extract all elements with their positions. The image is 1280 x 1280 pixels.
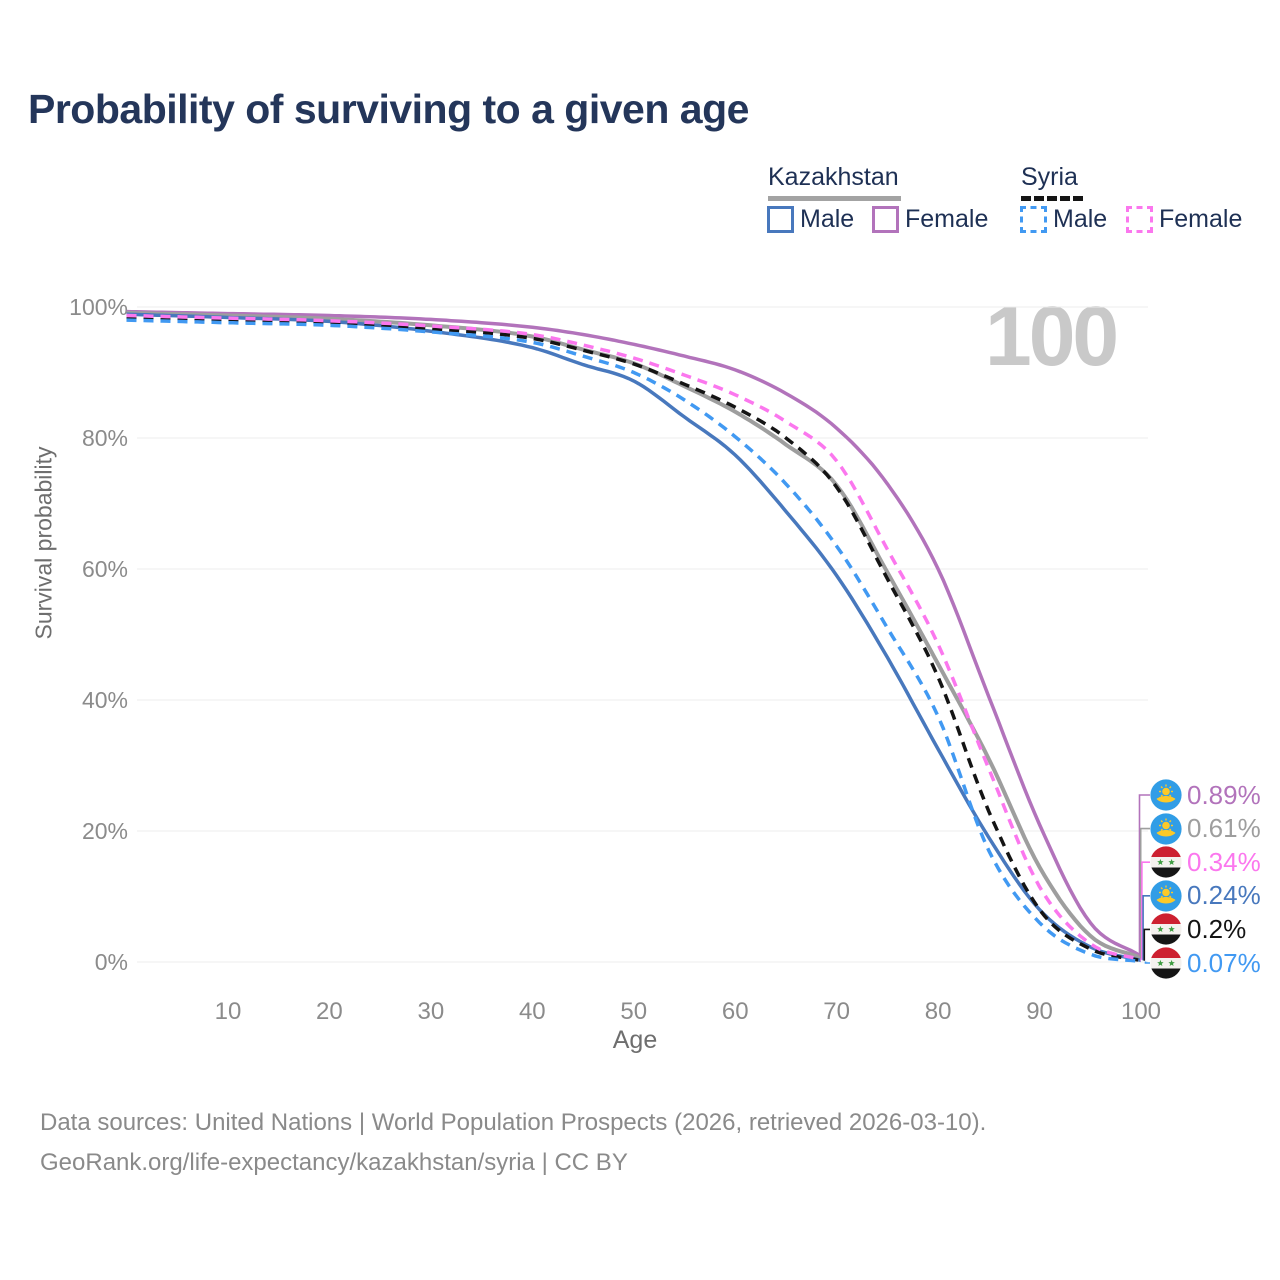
series-line-kazakhstan-male	[126, 312, 1142, 963]
legend-item-syria-male[interactable]: Male	[1020, 205, 1107, 234]
legend-country-syria: Syria	[1021, 163, 1078, 191]
x-tick-label: 70	[823, 998, 850, 1025]
connector-line	[1143, 928, 1150, 961]
end-label-value: 0.89%	[1187, 779, 1261, 810]
syria-flag-icon	[1150, 846, 1182, 878]
x-tick-label: 20	[316, 998, 343, 1025]
end-label-row: 0.34%	[1150, 846, 1261, 878]
kazakhstan-line-sample	[768, 196, 901, 201]
end-label-value: 0.24%	[1187, 880, 1261, 911]
series-line-syria-both-sexes	[126, 315, 1142, 963]
x-tick-label: 80	[925, 998, 952, 1025]
x-tick-label: 30	[417, 998, 444, 1025]
x-tick-label: 50	[620, 998, 647, 1025]
end-label-value: 0.61%	[1187, 813, 1261, 844]
syria-flag-icon	[1150, 947, 1182, 979]
series-line-syria-male	[126, 318, 1142, 964]
page-title: Probability of surviving to a given age	[28, 86, 749, 132]
y-tick-label: 60%	[82, 556, 128, 582]
data-sources-note: Data sources: United Nations | World Pop…	[40, 1109, 987, 1136]
legend-item-syria-female[interactable]: Female	[1126, 205, 1242, 234]
legend-item-label: Male	[1053, 205, 1108, 233]
syria-male-swatch	[1020, 206, 1047, 233]
end-label-row: 0.24%	[1150, 880, 1261, 912]
syria-flag-icon	[1150, 913, 1182, 945]
legend-item-label: Female	[905, 205, 989, 233]
connector-line	[1142, 895, 1150, 961]
legend-item-label: Female	[1159, 205, 1243, 233]
x-tick-label: 100	[1121, 998, 1161, 1025]
kazakhstan-flag-icon	[1150, 880, 1182, 912]
end-label-value: 0.07%	[1187, 947, 1261, 978]
series-line-kazakhstan-both-sexes	[126, 310, 1142, 960]
end-label-value: 0.34%	[1187, 846, 1261, 877]
y-tick-label: 0%	[95, 949, 128, 975]
end-label-row: 0.61%	[1150, 812, 1261, 845]
watermark-100: 100	[985, 289, 1119, 383]
x-tick-label: 60	[722, 998, 749, 1025]
legend-item-kazakhstan-male[interactable]: Male	[767, 205, 854, 234]
y-tick-label: 100%	[69, 294, 128, 320]
series-line-kazakhstan-female	[126, 309, 1142, 958]
kazakhstan-male-swatch	[767, 206, 794, 233]
end-label-row: 0.2%	[1150, 913, 1246, 945]
end-label-value: 0.2%	[1187, 913, 1247, 944]
kazakhstan-flag-icon	[1150, 812, 1182, 845]
connector-line	[1139, 827, 1150, 958]
y-tick-label: 20%	[82, 818, 128, 844]
end-label-row: 0.89%	[1150, 779, 1261, 811]
kazakhstan-female-swatch	[872, 206, 899, 233]
end-label-row: 0.07%	[1150, 947, 1261, 979]
attribution-note: GeoRank.org/life-expectancy/kazakhstan/s…	[40, 1149, 628, 1176]
connector-line	[1138, 794, 1150, 957]
syria-female-swatch	[1126, 206, 1153, 233]
connector-line	[1144, 961, 1150, 964]
legend-item-label: Male	[800, 205, 855, 233]
series-line-syria-female	[126, 313, 1142, 962]
y-axis-title: Survival probability	[30, 446, 57, 640]
kazakhstan-flag-icon	[1150, 779, 1182, 811]
legend-country-kazakhstan: Kazakhstan	[768, 163, 899, 191]
legend-item-kazakhstan-female[interactable]: Female	[872, 205, 988, 234]
x-axis-title: Age	[612, 1026, 658, 1054]
y-tick-label: 40%	[82, 687, 128, 713]
x-tick-label: 10	[215, 998, 242, 1025]
x-tick-label: 90	[1026, 998, 1053, 1025]
x-tick-label: 40	[519, 998, 546, 1025]
connector-line	[1141, 861, 1150, 960]
y-tick-label: 80%	[82, 425, 128, 451]
syria-line-sample	[1021, 196, 1083, 201]
